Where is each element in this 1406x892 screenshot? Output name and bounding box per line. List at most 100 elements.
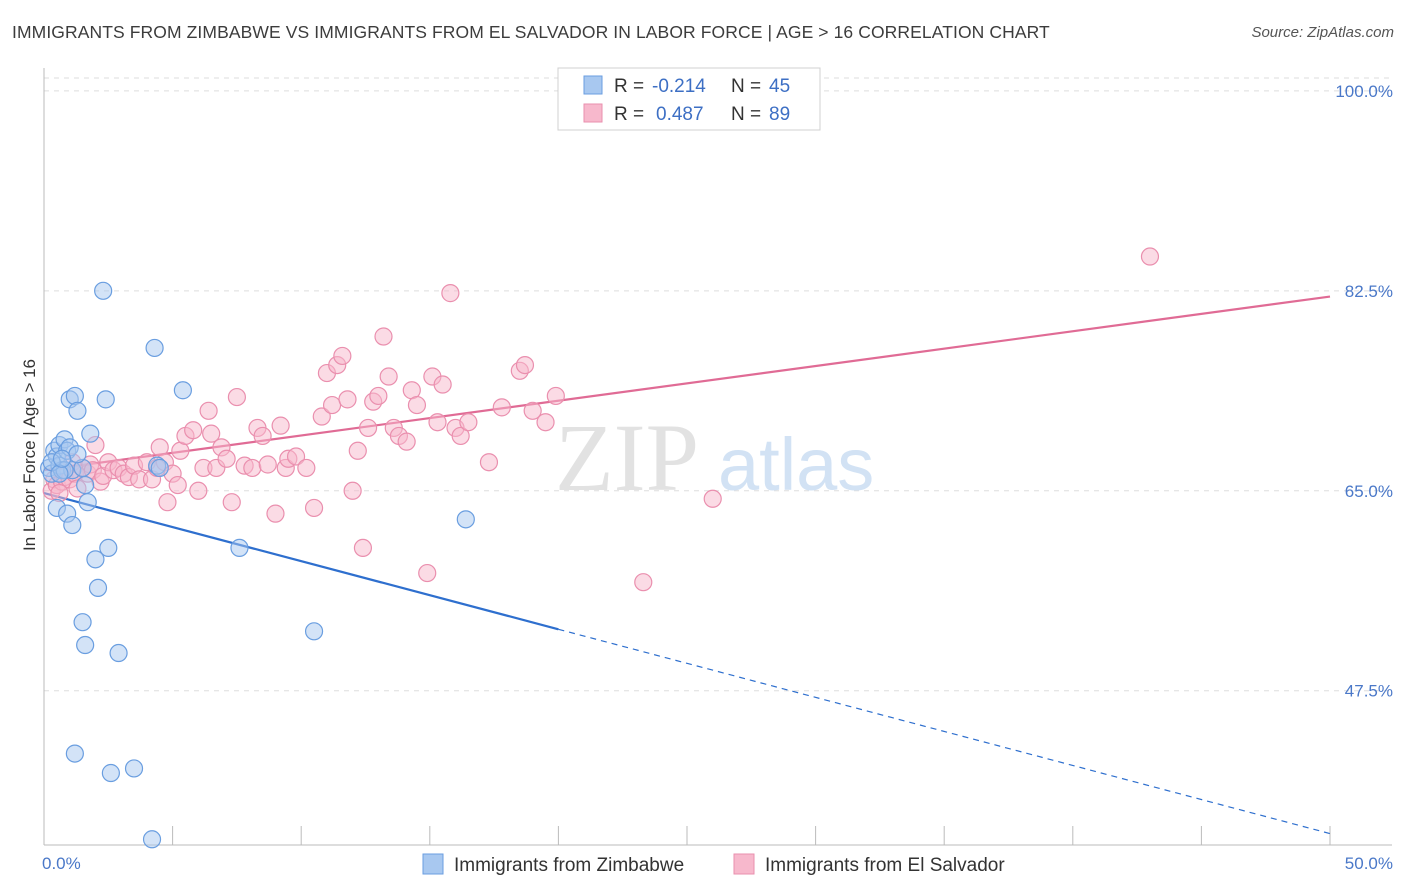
point-zimbabwe-38: [230, 538, 249, 558]
point-el-salvador-28: [158, 493, 177, 512]
point-el-salvador-68: [379, 367, 398, 386]
legend-n-value-1: 45: [769, 76, 790, 97]
point-zimbabwe-32: [124, 759, 144, 778]
point-zimbabwe-34: [145, 338, 164, 358]
point-el-salvador-89: [1140, 247, 1160, 266]
point-el-salvador-88: [703, 489, 722, 508]
point-el-salvador-73: [407, 395, 427, 415]
point-zimbabwe-37: [173, 381, 192, 400]
point-el-salvador-63: [353, 538, 373, 558]
point-el-salvador-57: [322, 395, 342, 415]
point-zimbabwe-21: [81, 424, 100, 443]
point-el-salvador-61: [343, 481, 362, 500]
point-zimbabwe-22: [86, 550, 105, 569]
point-el-salvador-42: [227, 387, 246, 407]
point-el-salvador-46: [253, 426, 272, 446]
point-el-salvador-47: [258, 455, 277, 474]
legend-r-label-1: R =: [614, 76, 644, 97]
legend-r-value-1: -0.214: [652, 76, 706, 97]
point-zimbabwe-24: [73, 613, 92, 632]
point-zimbabwe-36: [150, 458, 169, 478]
legend-n-label-2: N =: [731, 104, 761, 125]
series-legend-el-salvador: Immigrants from El Salvador: [765, 855, 1005, 876]
point-zimbabwe-25: [76, 635, 95, 655]
legend-swatch-pink: [583, 103, 603, 123]
point-el-salvador-33: [184, 421, 203, 440]
point-zimbabwe-33: [142, 830, 162, 849]
x-tick-label-0: 0.0%: [42, 854, 81, 873]
tick-labels: 47.5% 65.0% 82.5% 100.0% 0.0% 50.0%: [42, 82, 1393, 873]
point-el-salvador-71: [397, 432, 416, 451]
point-el-salvador-66: [369, 386, 388, 406]
y-tick-label-1: 65.0%: [1345, 482, 1393, 501]
point-el-salvador-37: [202, 424, 221, 443]
point-el-salvador-74: [418, 563, 437, 583]
point-el-salvador-87: [634, 573, 653, 592]
point-el-salvador-82: [479, 453, 499, 472]
series-legend-swatch-zimbabwe: [422, 853, 444, 875]
point-el-salvador-36: [199, 401, 218, 420]
point-el-salvador-78: [441, 284, 460, 303]
point-el-salvador-85: [523, 401, 542, 420]
watermark-atlas: atlas: [718, 423, 874, 506]
data-points: [40, 247, 1160, 849]
point-el-salvador-62: [348, 441, 367, 460]
point-el-salvador-64: [358, 418, 378, 438]
legend-r-value-2: 0.487: [656, 104, 704, 125]
legend-box: R = -0.214 N = 45 R = 0.487 N = 89: [557, 67, 821, 131]
watermark: ZIP atlas: [555, 404, 874, 511]
series-legend-swatch-el-salvador: [733, 853, 755, 875]
point-zimbabwe-44: [52, 449, 72, 468]
point-el-salvador-76: [428, 413, 447, 432]
point-zimbabwe-12: [65, 386, 84, 406]
point-el-salvador-81: [459, 413, 478, 432]
point-zimbabwe-28: [99, 538, 118, 558]
point-el-salvador-92: [546, 386, 565, 406]
point-zimbabwe-30: [65, 744, 84, 763]
point-el-salvador-83: [492, 398, 511, 417]
point-el-salvador-77: [433, 375, 452, 394]
y-tick-label-3: 100.0%: [1335, 82, 1393, 101]
point-zimbabwe-40: [456, 510, 475, 529]
point-el-salvador-53: [297, 458, 316, 478]
trend-line-zimbabwe-extension: [558, 628, 1331, 835]
point-el-salvador-59: [333, 346, 352, 366]
point-el-salvador-67: [374, 327, 393, 346]
watermark-zip: ZIP: [555, 404, 699, 511]
point-zimbabwe-39: [304, 622, 324, 641]
legend-r-label-2: R =: [614, 104, 644, 125]
point-zimbabwe-31: [101, 763, 120, 783]
source-credit: Source: ZipAtlas.com: [1251, 24, 1394, 41]
point-el-salvador-30: [168, 475, 187, 495]
trend-lines: [43, 295, 1331, 835]
y-tick-label-2: 82.5%: [1345, 282, 1393, 301]
trend-line-zimbabwe: [43, 492, 559, 631]
x-tick-label-1: 50.0%: [1345, 854, 1393, 873]
point-el-salvador-86: [536, 413, 555, 432]
point-el-salvador-48: [266, 504, 285, 523]
point-el-salvador-41: [222, 493, 241, 512]
point-zimbabwe-29: [109, 643, 128, 663]
point-zimbabwe-27: [96, 390, 115, 409]
point-el-salvador-60: [338, 390, 357, 409]
point-el-salvador-55: [312, 407, 331, 426]
point-el-salvador-49: [271, 416, 290, 435]
point-zimbabwe-13: [68, 401, 87, 420]
point-zimbabwe-20: [78, 493, 97, 512]
point-zimbabwe-19: [76, 475, 95, 495]
point-el-salvador-34: [189, 481, 208, 500]
chart-title: IMMIGRANTS FROM ZIMBABWE VS IMMIGRANTS F…: [12, 22, 1050, 42]
axes: [43, 68, 1392, 846]
legend-swatch-blue: [583, 75, 603, 95]
point-el-salvador-44: [243, 458, 262, 478]
y-axis-label: In Labor Force | Age > 16: [20, 359, 39, 551]
point-zimbabwe-42: [50, 464, 69, 483]
point-el-salvador-80: [451, 426, 470, 446]
point-el-salvador-91: [515, 355, 535, 375]
point-el-salvador-54: [304, 498, 324, 518]
legend-n-label-1: N =: [731, 76, 761, 97]
point-zimbabwe-23: [88, 578, 108, 598]
y-tick-label-0: 47.5%: [1345, 682, 1393, 701]
series-legend-zimbabwe: Immigrants from Zimbabwe: [454, 855, 684, 876]
